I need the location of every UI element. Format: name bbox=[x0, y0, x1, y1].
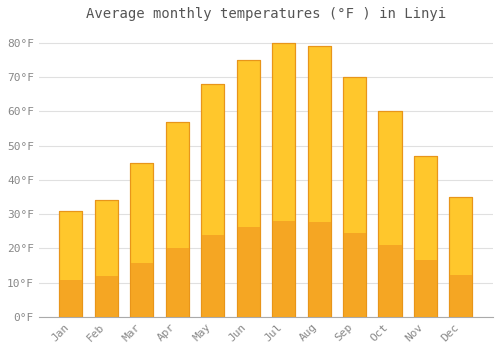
Bar bbox=[201, 84, 224, 317]
Bar bbox=[236, 60, 260, 317]
Bar bbox=[308, 222, 330, 317]
Bar bbox=[450, 197, 472, 317]
Bar bbox=[95, 276, 118, 317]
Title: Average monthly temperatures (°F ) in Linyi: Average monthly temperatures (°F ) in Li… bbox=[86, 7, 446, 21]
Bar bbox=[166, 121, 189, 317]
Bar bbox=[343, 77, 366, 317]
Bar bbox=[95, 200, 118, 317]
Bar bbox=[60, 280, 82, 317]
Bar bbox=[308, 46, 330, 317]
Bar bbox=[236, 227, 260, 317]
Bar bbox=[378, 245, 402, 317]
Bar bbox=[60, 211, 82, 317]
Bar bbox=[201, 84, 224, 317]
Bar bbox=[166, 248, 189, 317]
Bar bbox=[60, 211, 82, 317]
Bar bbox=[272, 43, 295, 317]
Bar bbox=[343, 77, 366, 317]
Bar bbox=[414, 156, 437, 317]
Bar bbox=[308, 46, 330, 317]
Bar bbox=[450, 275, 472, 317]
Bar bbox=[130, 163, 154, 317]
Bar bbox=[166, 121, 189, 317]
Bar bbox=[130, 163, 154, 317]
Bar bbox=[450, 197, 472, 317]
Bar bbox=[272, 43, 295, 317]
Bar bbox=[272, 221, 295, 317]
Bar bbox=[130, 263, 154, 317]
Bar bbox=[414, 260, 437, 317]
Bar bbox=[378, 111, 402, 317]
Bar bbox=[236, 60, 260, 317]
Bar bbox=[343, 233, 366, 317]
Bar bbox=[201, 235, 224, 317]
Bar bbox=[378, 111, 402, 317]
Bar bbox=[414, 156, 437, 317]
Bar bbox=[95, 200, 118, 317]
